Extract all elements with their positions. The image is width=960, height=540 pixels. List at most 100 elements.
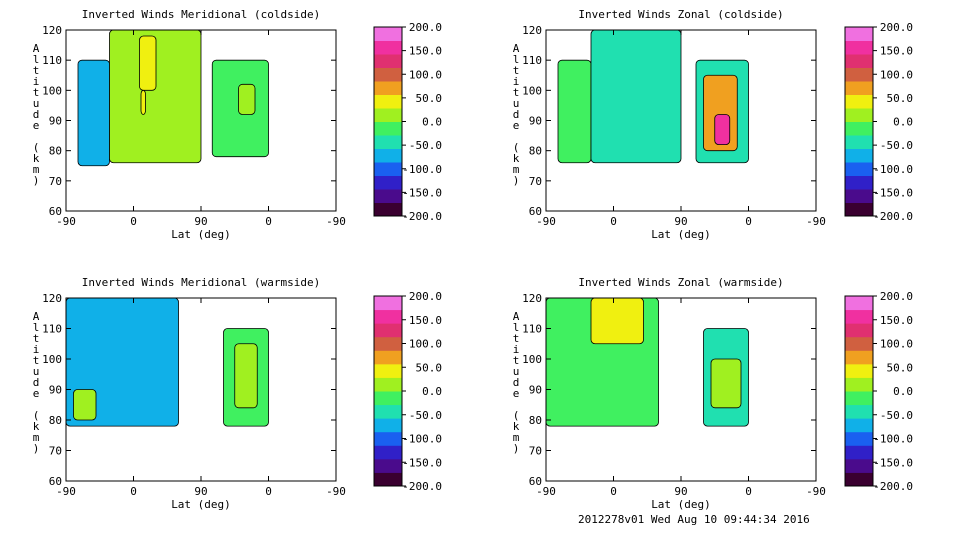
x-tick-label: -90 — [56, 215, 76, 228]
y-axis-label-char: t — [33, 332, 40, 345]
x-tick-label: 90 — [194, 485, 207, 498]
y-axis-label-char: e — [513, 119, 520, 132]
y-axis-label-char: t — [33, 86, 40, 99]
y-axis-label-char: l — [33, 53, 40, 66]
y-axis-label-char: u — [513, 97, 520, 110]
colorbar-swatch — [845, 135, 873, 149]
colorbar-label: 150.0 — [409, 314, 442, 327]
y-tick-label: 60 — [529, 205, 542, 218]
y-axis-label-char: i — [513, 75, 520, 88]
colorbar-swatch — [845, 377, 873, 392]
colorbar-swatch — [845, 94, 873, 109]
colorbar-label: 0.0 — [893, 385, 913, 398]
y-tick-label: 120 — [42, 292, 62, 305]
y-axis-label-char: ) — [33, 174, 40, 187]
field-region-4 — [714, 114, 731, 146]
colorbar-swatch — [374, 336, 402, 351]
y-tick-label: 60 — [49, 475, 62, 488]
y-axis-label-char: l — [513, 321, 520, 334]
colorbar-swatch — [845, 27, 873, 41]
y-tick-label: 120 — [522, 24, 542, 37]
colorbar-label: 150.0 — [880, 45, 913, 58]
y-axis-label-char: d — [513, 108, 520, 121]
y-tick-label: 110 — [522, 323, 542, 336]
colorbar-swatch — [845, 472, 873, 487]
y-axis-label-char: t — [33, 64, 40, 77]
y-axis-label-char: m — [33, 163, 40, 176]
colorbar-swatch — [374, 54, 402, 68]
x-tick-label: -90 — [806, 215, 826, 228]
colorbar-label: -50.0 — [880, 409, 913, 422]
y-axis-label-char: l — [513, 53, 520, 66]
field-region-1 — [590, 29, 682, 164]
y-axis-label-char: u — [33, 97, 40, 110]
y-axis-label-char: ) — [33, 442, 40, 455]
y-tick-label: 70 — [49, 445, 62, 458]
y-axis-label-char: e — [33, 387, 40, 400]
colorbar-swatch — [374, 404, 402, 419]
colorbar-label: 200.0 — [880, 21, 913, 34]
x-axis-label: Lat (deg) — [651, 498, 711, 511]
colorbar-swatch — [845, 148, 873, 163]
colorbar-label: 200.0 — [880, 290, 913, 303]
y-tick-label: 60 — [49, 205, 62, 218]
x-axis-label: Lat (deg) — [171, 498, 231, 511]
colorbar-swatch — [845, 296, 873, 311]
x-axis-label: Lat (deg) — [651, 228, 711, 241]
y-tick-label: 70 — [529, 175, 542, 188]
y-axis-label-char: i — [33, 343, 40, 356]
chart-panel-1: Inverted Winds Zonal (coldside) -90 0 90 0 -9… — [513, 8, 913, 241]
colorbar-label: -100.0 — [402, 163, 442, 176]
colorbar-swatch — [845, 67, 873, 82]
y-axis-label-char: ( — [33, 409, 40, 422]
x-tick-label: 90 — [194, 215, 207, 228]
colorbar-swatch — [374, 27, 402, 41]
colorbar-label: -200.0 — [402, 480, 442, 493]
y-axis-label-char: k — [33, 420, 40, 433]
y-axis-label-char: A — [33, 42, 40, 55]
colorbar-swatch — [374, 67, 402, 82]
y-tick-label: 80 — [49, 414, 62, 427]
colorbar-swatch — [845, 418, 873, 433]
colorbar-label: 100.0 — [880, 338, 913, 351]
field-region-0 — [77, 59, 110, 167]
colorbar-swatch — [374, 431, 402, 446]
chart-title: Inverted Winds Meridional (coldside) — [82, 8, 320, 21]
field-region-1 — [73, 389, 97, 421]
colorbar-swatch — [374, 189, 402, 203]
y-axis-label-char: m — [33, 431, 40, 444]
y-axis-label-char: t — [33, 354, 40, 367]
y-axis-label-char: m — [513, 163, 520, 176]
colorbar-swatch — [374, 175, 402, 190]
y-axis-label-char: ) — [513, 174, 520, 187]
colorbar-swatch — [845, 350, 873, 365]
colorbar-swatch — [845, 404, 873, 419]
colorbar-label: 50.0 — [416, 361, 443, 374]
colorbar-label: 150.0 — [409, 45, 442, 58]
colorbar-swatch — [374, 363, 402, 378]
field-region-0 — [557, 59, 592, 164]
y-tick-label: 110 — [42, 54, 62, 67]
y-tick-label: 80 — [529, 145, 542, 158]
field-region-3 — [140, 89, 146, 115]
colorbar-label: 0.0 — [893, 116, 913, 129]
colorbar-swatch — [374, 94, 402, 109]
colorbar-swatch — [845, 336, 873, 351]
y-tick-label: 70 — [49, 175, 62, 188]
colorbar-label: -200.0 — [402, 210, 442, 223]
x-tick-label: 0 — [610, 215, 617, 228]
y-axis-label-char: u — [33, 365, 40, 378]
y-tick-label: 70 — [529, 445, 542, 458]
y-axis-label-char: e — [33, 119, 40, 132]
x-tick-label: 0 — [265, 485, 272, 498]
colorbar-label: -50.0 — [409, 139, 442, 152]
colorbar-label: 50.0 — [416, 92, 443, 105]
y-tick-label: 100 — [522, 353, 542, 366]
field-region-2 — [139, 35, 157, 91]
colorbar-label: 100.0 — [409, 68, 442, 81]
colorbar-label: 150.0 — [880, 314, 913, 327]
y-axis-label-char: ( — [513, 409, 520, 422]
chart-panel-3: Inverted Winds Zonal (warmside) -90 0 90 0 -9… — [513, 276, 913, 511]
colorbar-label: 200.0 — [409, 290, 442, 303]
